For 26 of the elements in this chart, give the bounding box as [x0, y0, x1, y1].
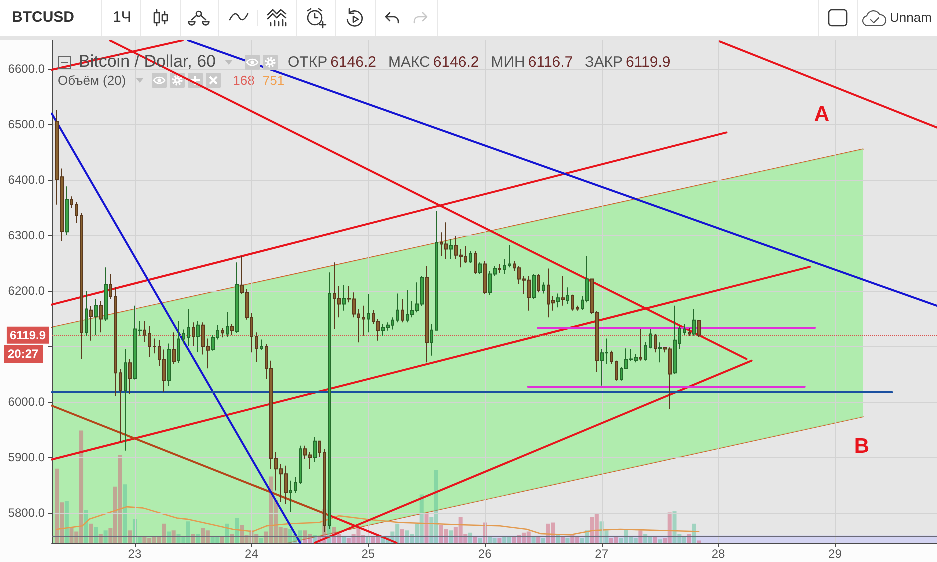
annotation: 168 — [233, 72, 255, 88]
y-tick-label: 6300.0 — [8, 228, 46, 242]
x-tick-label: 25 — [362, 547, 376, 561]
y-tick-label: 6600.0 — [8, 62, 46, 76]
x-tick-label: 23 — [128, 547, 142, 561]
annotation: 751 — [262, 72, 285, 88]
ref-line-label: 6119.9 — [10, 328, 46, 342]
x-tick-label: 29 — [828, 547, 842, 561]
annotation: A — [814, 103, 830, 126]
x-tick-label: 27 — [595, 547, 609, 561]
y-tick-label: 6400.0 — [8, 172, 46, 187]
y-tick-label: 5800.0 — [8, 506, 46, 520]
text: 1Ч — [113, 8, 132, 28]
text: ОТКР 6146.2 МАКС 6146.2 МИН 6116.7 ЗАКР 6119.9 — [288, 54, 671, 70]
chart-title: Объём (20) — [58, 72, 126, 88]
annotation: B — [854, 435, 870, 458]
x-tick-label: 28 — [712, 547, 726, 561]
y-tick-label: 5900.0 — [8, 450, 46, 464]
y-tick-label: 6000.0 — [8, 394, 46, 409]
x-tick-label: 26 — [478, 547, 492, 561]
x-tick-label: 24 — [245, 547, 259, 561]
text: 20:27 — [4, 345, 43, 364]
y-tick-label: 6500.0 — [8, 117, 46, 132]
y-tick-label: 6200.0 — [8, 284, 46, 298]
text: BTCUSD — [12, 8, 74, 28]
text: Unnam — [890, 9, 932, 27]
